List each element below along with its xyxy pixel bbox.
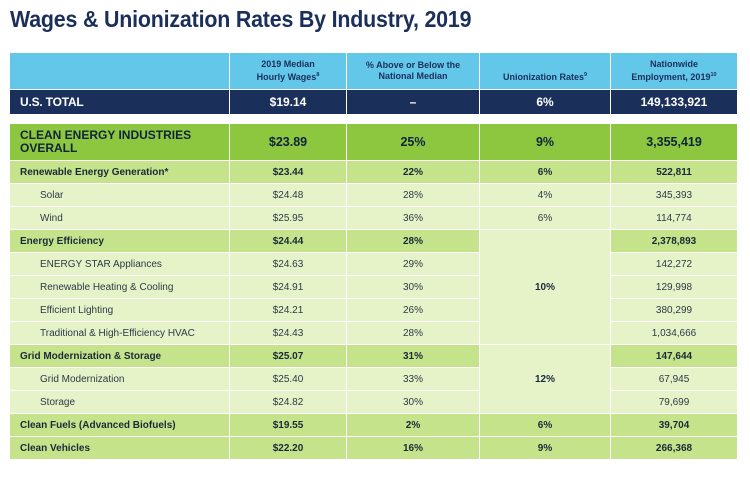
row-industry: Renewable Energy Generation*	[10, 161, 230, 184]
row-union: 4%	[480, 184, 611, 207]
row-employment: 129,998	[611, 276, 738, 299]
header-union-rates: Unionization Rates9	[480, 53, 611, 90]
header-employment: Nationwide Employment, 201910	[611, 53, 738, 90]
clean-energy-wage: $23.89	[230, 124, 347, 161]
row-industry: Grid Modernization & Storage	[10, 345, 230, 368]
clean-energy-union: 9%	[480, 124, 611, 161]
row-industry: Storage	[10, 391, 230, 414]
table-row: Clean Fuels (Advanced Biofuels) $19.55 2% 6…	[10, 414, 738, 437]
row-pct: 31%	[347, 345, 480, 368]
table-row: Grid Modernization & Storage $25.07 31% 147…	[10, 345, 738, 368]
row-industry: Solar	[10, 184, 230, 207]
us-total-wage: $19.14	[230, 90, 347, 115]
table-row: Storage $24.82 30% 79,699	[10, 391, 738, 414]
page-title: Wages & Unionization Rates By Industry, …	[10, 6, 472, 32]
us-total-label: U.S. TOTAL	[10, 90, 230, 115]
table-row: Clean Vehicles $22.20 16% 9% 266,368	[10, 437, 738, 460]
row-pct: 30%	[347, 276, 480, 299]
row-wage: $23.44	[230, 161, 347, 184]
row-pct: 33%	[347, 368, 480, 391]
row-wage: $22.20	[230, 437, 347, 460]
row-employment: 114,774	[611, 207, 738, 230]
us-total-union: 6%	[480, 90, 611, 115]
row-union: 6%	[480, 207, 611, 230]
row-pct: 16%	[347, 437, 480, 460]
table-row: Renewable Heating & Cooling $24.91 30% 129,…	[10, 276, 738, 299]
row-industry: Energy Efficiency	[10, 230, 230, 253]
merged-union-energy-efficiency: 10%	[480, 230, 611, 345]
row-employment: 266,368	[611, 437, 738, 460]
row-employment: 67,945	[611, 368, 738, 391]
row-industry: Renewable Heating & Cooling	[10, 276, 230, 299]
table-row: Efficient Lighting $24.21 26% 380,299	[10, 299, 738, 322]
clean-energy-pct: 25%	[347, 124, 480, 161]
row-pct: 28%	[347, 184, 480, 207]
row-wage: $25.95	[230, 207, 347, 230]
wages-table: 2019 Median Hourly Wages8 % Above or Belo…	[10, 53, 738, 460]
table-row: Renewable Energy Generation* $23.44 22% 6% 5…	[10, 161, 738, 184]
table-header-row: 2019 Median Hourly Wages8 % Above or Belo…	[10, 53, 738, 90]
row-wage: $19.55	[230, 414, 347, 437]
row-pct: 36%	[347, 207, 480, 230]
row-employment: 1,034,666	[611, 322, 738, 345]
row-employment: 39,704	[611, 414, 738, 437]
row-pct: 26%	[347, 299, 480, 322]
table-row: Solar $24.48 28% 4% 345,393	[10, 184, 738, 207]
row-industry: Clean Fuels (Advanced Biofuels)	[10, 414, 230, 437]
header-pct-median: % Above or Below the National Median	[347, 53, 480, 90]
us-total-row: U.S. TOTAL $19.14 – 6% 149,133,921	[10, 90, 738, 115]
row-union: 9%	[480, 437, 611, 460]
clean-energy-employment: 3,355,419	[611, 124, 738, 161]
row-industry: ENERGY STAR Appliances	[10, 253, 230, 276]
table-row: ENERGY STAR Appliances $24.63 29% 142,272	[10, 253, 738, 276]
row-union: 6%	[480, 414, 611, 437]
row-pct: 22%	[347, 161, 480, 184]
row-wage: $25.40	[230, 368, 347, 391]
industry-rows: Renewable Energy Generation* $23.44 22% 6% 5…	[10, 161, 738, 460]
table-row: Wind $25.95 36% 6% 114,774	[10, 207, 738, 230]
clean-energy-label: CLEAN ENERGY INDUSTRIES OVERALL	[10, 124, 230, 161]
row-wage: $24.44	[230, 230, 347, 253]
row-employment: 522,811	[611, 161, 738, 184]
row-industry: Wind	[10, 207, 230, 230]
merged-union-grid: 12%	[480, 345, 611, 414]
row-industry: Efficient Lighting	[10, 299, 230, 322]
row-wage: $24.48	[230, 184, 347, 207]
table-row: Traditional & High-Efficiency HVAC $24.43…	[10, 322, 738, 345]
row-pct: 30%	[347, 391, 480, 414]
us-total-employment: 149,133,921	[611, 90, 738, 115]
row-employment: 380,299	[611, 299, 738, 322]
row-wage: $24.63	[230, 253, 347, 276]
row-wage: $24.21	[230, 299, 347, 322]
table-row: Energy Efficiency $24.44 28% 2,378,893	[10, 230, 738, 253]
row-industry: Clean Vehicles	[10, 437, 230, 460]
row-employment: 345,393	[611, 184, 738, 207]
row-industry: Traditional & High-Efficiency HVAC	[10, 322, 230, 345]
header-industry	[10, 53, 230, 90]
row-pct: 2%	[347, 414, 480, 437]
row-employment: 79,699	[611, 391, 738, 414]
row-pct: 28%	[347, 322, 480, 345]
row-pct: 29%	[347, 253, 480, 276]
row-employment: 142,272	[611, 253, 738, 276]
row-wage: $24.91	[230, 276, 347, 299]
header-median-wages: 2019 Median Hourly Wages8	[230, 53, 347, 90]
row-employment: 2,378,893	[611, 230, 738, 253]
table-row: Grid Modernization $25.40 33% 67,945	[10, 368, 738, 391]
row-industry: Grid Modernization	[10, 368, 230, 391]
row-pct: 28%	[347, 230, 480, 253]
row-employment: 147,644	[611, 345, 738, 368]
clean-energy-overall-row: CLEAN ENERGY INDUSTRIES OVERALL $23.89 25…	[10, 124, 738, 161]
us-total-pct: –	[347, 90, 480, 115]
row-wage: $25.07	[230, 345, 347, 368]
row-union: 6%	[480, 161, 611, 184]
row-wage: $24.43	[230, 322, 347, 345]
row-wage: $24.82	[230, 391, 347, 414]
